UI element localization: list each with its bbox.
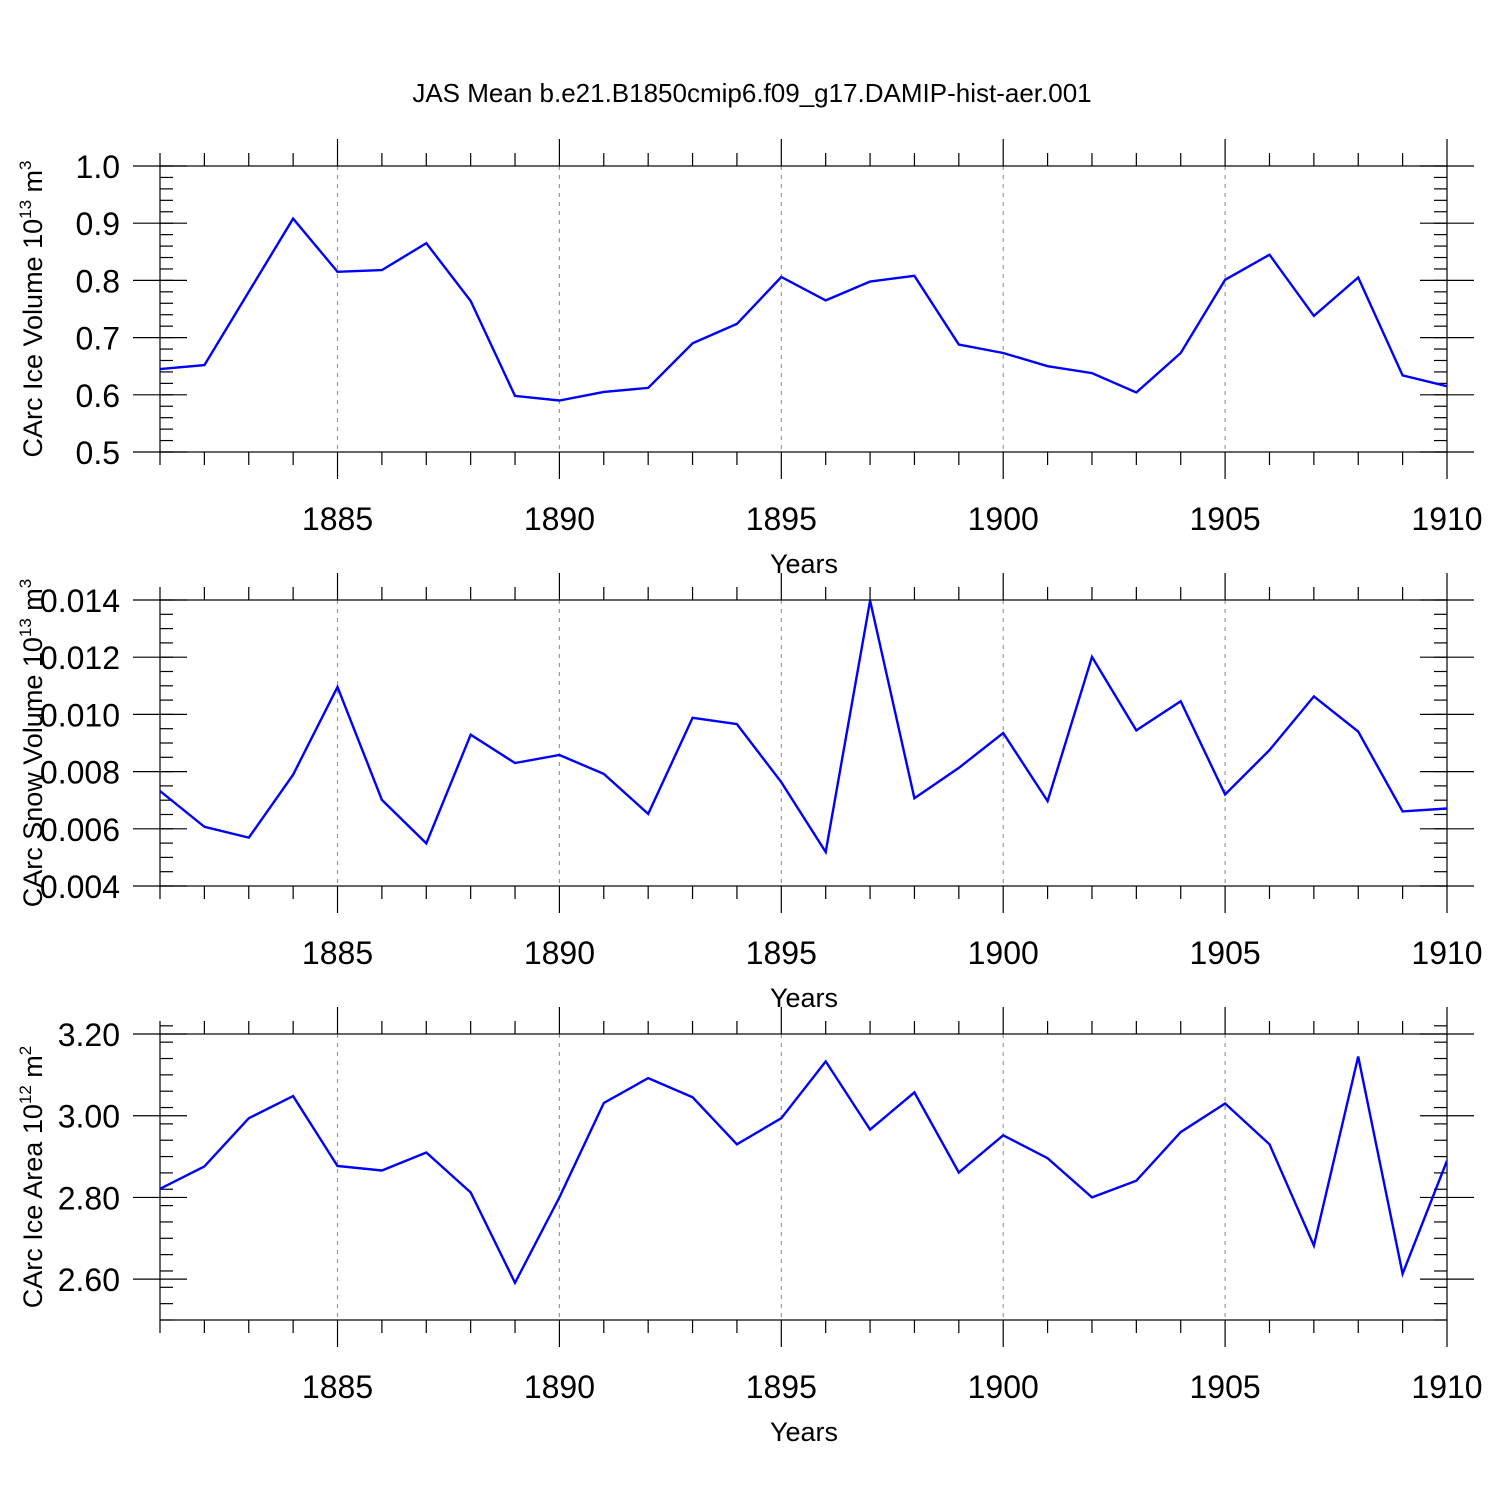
x-tick-label-1890: 1890 [524,501,595,537]
x-tick-label-1910: 1910 [1411,935,1482,971]
x-tick-label-1885: 1885 [302,935,373,971]
y-tick-label: 0.004 [40,869,120,905]
y-tick-label: 3.20 [58,1017,120,1053]
y-tick-label: 0.5 [76,435,120,471]
plot-frame [159,1033,1448,1321]
x-axis-title: Years [770,1417,838,1447]
y-tick-label: 0.9 [76,206,120,242]
y-tick-label: 0.008 [40,755,120,791]
y-tick-label: 3.00 [58,1099,120,1135]
x-tick-label-1895: 1895 [746,501,817,537]
series-line [160,600,1447,856]
x-tick-label-1890: 1890 [524,1369,595,1405]
chart-title: JAS Mean b.e21.B1850cmip6.f09_g17.DAMIP-… [412,78,1091,108]
x-tick-label-1890: 1890 [524,935,595,971]
y-tick-label: 0.012 [40,640,120,676]
y-axis-title: CArc Ice Area 1012 m2 [16,1046,48,1309]
y-tick-label: 0.006 [40,812,120,848]
y-tick-label: 2.60 [58,1262,120,1298]
panel-2: 0.004 0.006 0.008 0.010 0.012 0.014 1885 1890 18… [16,573,1483,1013]
y-axis-title: CArc Ice Volume 1013 m3 [16,160,48,457]
x-tick-label-1905: 1905 [1190,501,1261,537]
x-tick-label-1905: 1905 [1190,935,1261,971]
x-tick-label-1900: 1900 [968,501,1039,537]
plot-frame [159,599,1448,887]
series-line [160,1056,1447,1286]
x-tick-label-1895: 1895 [746,1369,817,1405]
y-tick-label: 0.7 [76,321,120,357]
x-tick-label-1900: 1900 [968,1369,1039,1405]
x-tick-label-1900: 1900 [968,935,1039,971]
plot-frame [159,165,1448,453]
x-axis-title: Years [770,549,838,579]
series-line [160,216,1447,402]
panel-3: 2.60 2.80 3.00 3.20 1885 1890 1895 1900 1905 1910… [16,1007,1483,1447]
y-tick-label: 2.80 [58,1180,120,1216]
x-tick-label-1910: 1910 [1411,501,1482,537]
y-tick-label: 0.6 [76,378,120,414]
panels: 0.5 0.6 0.7 0.8 0.9 1.0 1885 1890 1895 1900 1905 19… [16,139,1483,1447]
x-tick-label-1885: 1885 [302,501,373,537]
y-axis-title: CArc Snow Volume 1013 m3 [16,579,48,908]
x-tick-label-1885: 1885 [302,1369,373,1405]
x-tick-label-1895: 1895 [746,935,817,971]
x-tick-label-1910: 1910 [1411,1369,1482,1405]
y-tick-label: 0.014 [40,583,120,619]
panel-1: 0.5 0.6 0.7 0.8 0.9 1.0 1885 1890 1895 1900 1905 19… [16,139,1483,579]
x-axis-title: Years [770,983,838,1013]
y-tick-label: 0.8 [76,263,120,299]
y-tick-label: 0.010 [40,697,120,733]
y-tick-label: 1.0 [76,149,120,185]
x-tick-label-1905: 1905 [1190,1369,1261,1405]
